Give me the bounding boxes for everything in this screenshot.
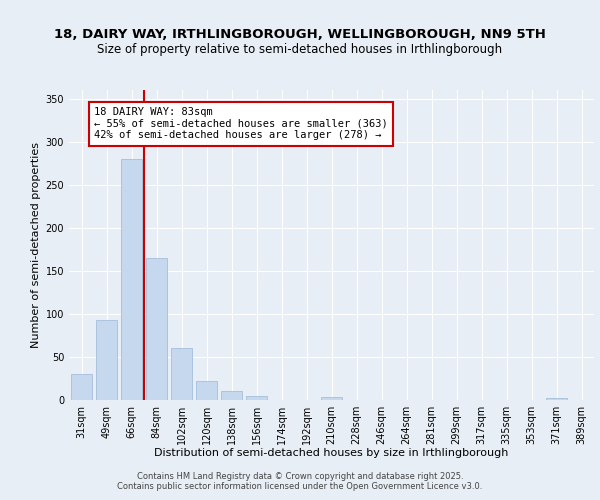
Bar [121, 159, 142, 400]
Bar [146, 258, 167, 400]
X-axis label: Distribution of semi-detached houses by size in Irthlingborough: Distribution of semi-detached houses by … [154, 448, 509, 458]
Bar [71, 374, 92, 400]
Bar [321, 398, 342, 400]
Bar [246, 396, 267, 400]
Bar [546, 398, 567, 400]
Text: 18 DAIRY WAY: 83sqm
← 55% of semi-detached houses are smaller (363)
42% of semi-: 18 DAIRY WAY: 83sqm ← 55% of semi-detach… [94, 107, 388, 140]
Bar [171, 348, 192, 400]
Bar [96, 320, 117, 400]
Text: 18, DAIRY WAY, IRTHLINGBOROUGH, WELLINGBOROUGH, NN9 5TH: 18, DAIRY WAY, IRTHLINGBOROUGH, WELLINGB… [54, 28, 546, 40]
Bar [221, 392, 242, 400]
Text: Contains HM Land Registry data © Crown copyright and database right 2025.: Contains HM Land Registry data © Crown c… [137, 472, 463, 481]
Text: Size of property relative to semi-detached houses in Irthlingborough: Size of property relative to semi-detach… [97, 42, 503, 56]
Text: Contains public sector information licensed under the Open Government Licence v3: Contains public sector information licen… [118, 482, 482, 491]
Bar [196, 381, 217, 400]
Y-axis label: Number of semi-detached properties: Number of semi-detached properties [31, 142, 41, 348]
